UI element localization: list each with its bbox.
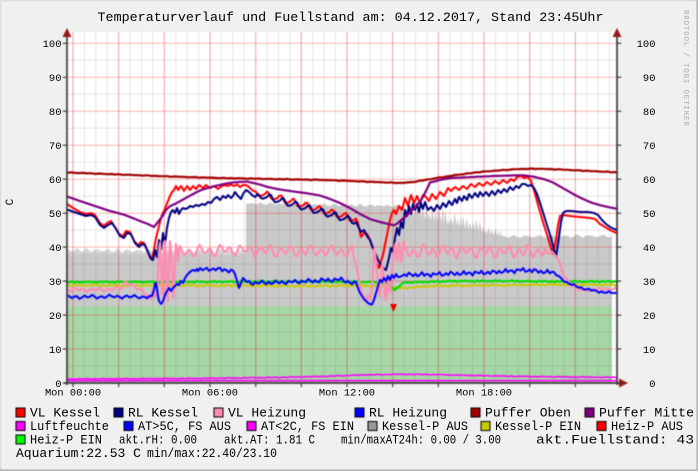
- svg-text:AT>5C, FS AUS: AT>5C, FS AUS: [138, 419, 231, 434]
- svg-text:RRDTOOL / TOBI OETIKER: RRDTOOL / TOBI OETIKER: [681, 10, 689, 127]
- svg-text:80: 80: [49, 107, 62, 119]
- svg-text:Luftfeuchte: Luftfeuchte: [30, 419, 109, 434]
- svg-text:100: 100: [43, 39, 62, 51]
- svg-text:90: 90: [49, 73, 62, 85]
- svg-text:40: 40: [49, 243, 62, 255]
- svg-text:Mon 18:00: Mon 18:00: [456, 388, 512, 400]
- svg-text:30: 30: [643, 277, 656, 289]
- svg-text:akt.Fuellstand: 43: akt.Fuellstand: 43: [536, 432, 694, 447]
- svg-text:Mon 06:00: Mon 06:00: [182, 388, 238, 400]
- svg-text:Puffer Oben: Puffer Oben: [485, 405, 571, 420]
- svg-text:Heiz-P AUS: Heiz-P AUS: [611, 419, 683, 434]
- svg-text:VL Kessel: VL Kessel: [30, 405, 100, 420]
- svg-text:60: 60: [643, 175, 656, 187]
- svg-text:50: 50: [49, 209, 62, 221]
- svg-text:50: 50: [643, 209, 656, 221]
- svg-text:40: 40: [643, 243, 656, 255]
- svg-text:Puffer Mitte: Puffer Mitte: [599, 405, 694, 420]
- svg-text:Mon 12:00: Mon 12:00: [319, 388, 375, 400]
- svg-text:0: 0: [55, 379, 61, 391]
- svg-text:20: 20: [49, 311, 62, 323]
- svg-text:akt.rH: 0.00: akt.rH: 0.00: [119, 432, 197, 447]
- svg-text:akt.AT: 1.81 C: akt.AT: 1.81 C: [224, 432, 315, 447]
- svg-text:20: 20: [643, 311, 656, 323]
- svg-text:Kessel-P EIN: Kessel-P EIN: [495, 419, 581, 434]
- svg-text:70: 70: [49, 141, 62, 153]
- svg-text:Kessel-P AUS: Kessel-P AUS: [382, 419, 468, 434]
- svg-text:AT<2C, FS EIN: AT<2C, FS EIN: [261, 419, 354, 434]
- svg-text:min/maxAT24h: 0.00 / 3.00: min/maxAT24h: 0.00 / 3.00: [341, 432, 501, 447]
- svg-text:min/max:22.40/23.10: min/max:22.40/23.10: [147, 446, 277, 461]
- svg-text:Heiz-P EIN: Heiz-P EIN: [30, 432, 102, 447]
- svg-text:100: 100: [637, 39, 656, 51]
- svg-text:10: 10: [49, 345, 62, 357]
- svg-text:80: 80: [643, 107, 656, 119]
- svg-text:70: 70: [643, 141, 656, 153]
- svg-text:RL Heizung: RL Heizung: [369, 405, 447, 420]
- svg-text:RL Kessel: RL Kessel: [128, 405, 198, 420]
- svg-text:Aquarium:22.53 C: Aquarium:22.53 C: [16, 446, 141, 461]
- svg-text:Mon 00:00: Mon 00:00: [45, 388, 101, 400]
- svg-text:90: 90: [643, 73, 656, 85]
- svg-text:30: 30: [49, 277, 62, 289]
- svg-text:10: 10: [643, 345, 656, 357]
- svg-text:0: 0: [649, 379, 655, 391]
- svg-text:60: 60: [49, 175, 62, 187]
- svg-text:VL Heizung: VL Heizung: [228, 405, 306, 420]
- svg-text:C: C: [5, 198, 17, 205]
- svg-text:Temperaturverlauf und Fuellsta: Temperaturverlauf und Fuellstand am: 04.…: [98, 10, 604, 25]
